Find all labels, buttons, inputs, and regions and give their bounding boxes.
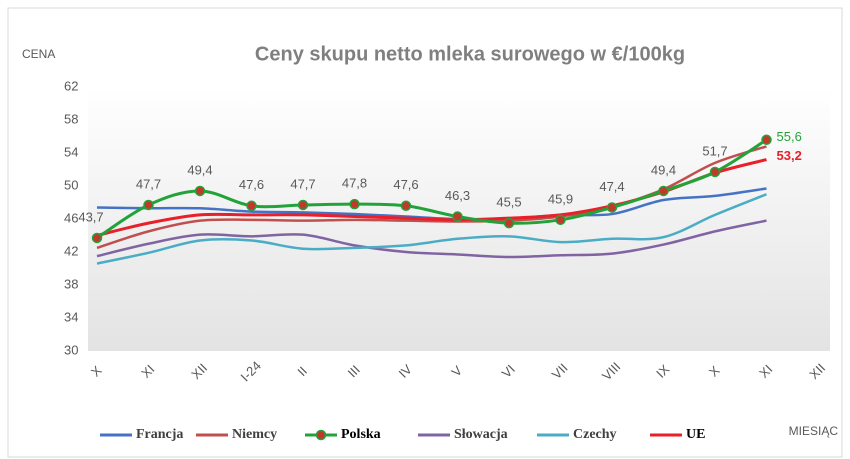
data-label: 49,4 [651, 162, 676, 177]
point-marker [606, 202, 618, 213]
y-tick-label: 50 [64, 177, 78, 192]
y-tick-label: 34 [64, 309, 78, 324]
point-marker [297, 199, 309, 211]
point-marker [143, 199, 154, 211]
data-label: 45,5 [496, 195, 521, 210]
y-tick-label: 30 [64, 342, 78, 357]
data-label: 47,6 [393, 177, 418, 192]
data-label: 43,7 [78, 209, 103, 224]
y-tick-label: 38 [64, 276, 78, 291]
point-marker [709, 166, 721, 178]
point-marker [503, 217, 515, 229]
series-line [96, 219, 767, 259]
legend-label: UE [686, 427, 705, 442]
point-marker [91, 232, 103, 244]
data-label: 47,7 [136, 176, 161, 191]
data-label: 53,2 [777, 148, 802, 163]
data-label: 55,6 [777, 129, 802, 144]
chart-title: Ceny skupu netto mleka surowego w €/100k… [255, 43, 685, 65]
point-marker [246, 200, 257, 212]
point-marker [400, 200, 412, 212]
data-label: 46,3 [445, 188, 470, 203]
y-tick-label: 42 [64, 243, 78, 258]
point-marker [761, 134, 772, 146]
legend-label: Niemcy [232, 427, 277, 442]
data-label: 47,4 [599, 179, 624, 194]
legend-label: Polska [341, 427, 381, 442]
data-label: 47,8 [342, 176, 367, 191]
legend-label: Słowacja [454, 427, 508, 442]
data-label: 49,4 [187, 162, 212, 177]
y-tick-label: 62 [64, 78, 78, 93]
legend-label: Czechy [573, 427, 617, 442]
legend-marker [315, 429, 327, 441]
y-tick-label: 54 [64, 144, 78, 159]
point-marker [452, 211, 463, 222]
data-label: 47,7 [290, 176, 315, 191]
y-tick-label: 46 [64, 210, 78, 225]
point-marker [194, 185, 206, 197]
point-marker [658, 185, 669, 197]
data-label: 51,7 [702, 143, 727, 158]
data-label: 45,9 [548, 191, 573, 206]
y-tick-label: 58 [64, 111, 78, 126]
y-axis-label: CENA [22, 47, 55, 61]
point-marker [349, 198, 360, 210]
point-marker [555, 214, 566, 226]
legend-label: Francja [136, 427, 183, 442]
x-axis-label: MIESIĄC [789, 424, 839, 438]
series-line [96, 193, 767, 265]
data-label: 47,6 [239, 177, 264, 192]
